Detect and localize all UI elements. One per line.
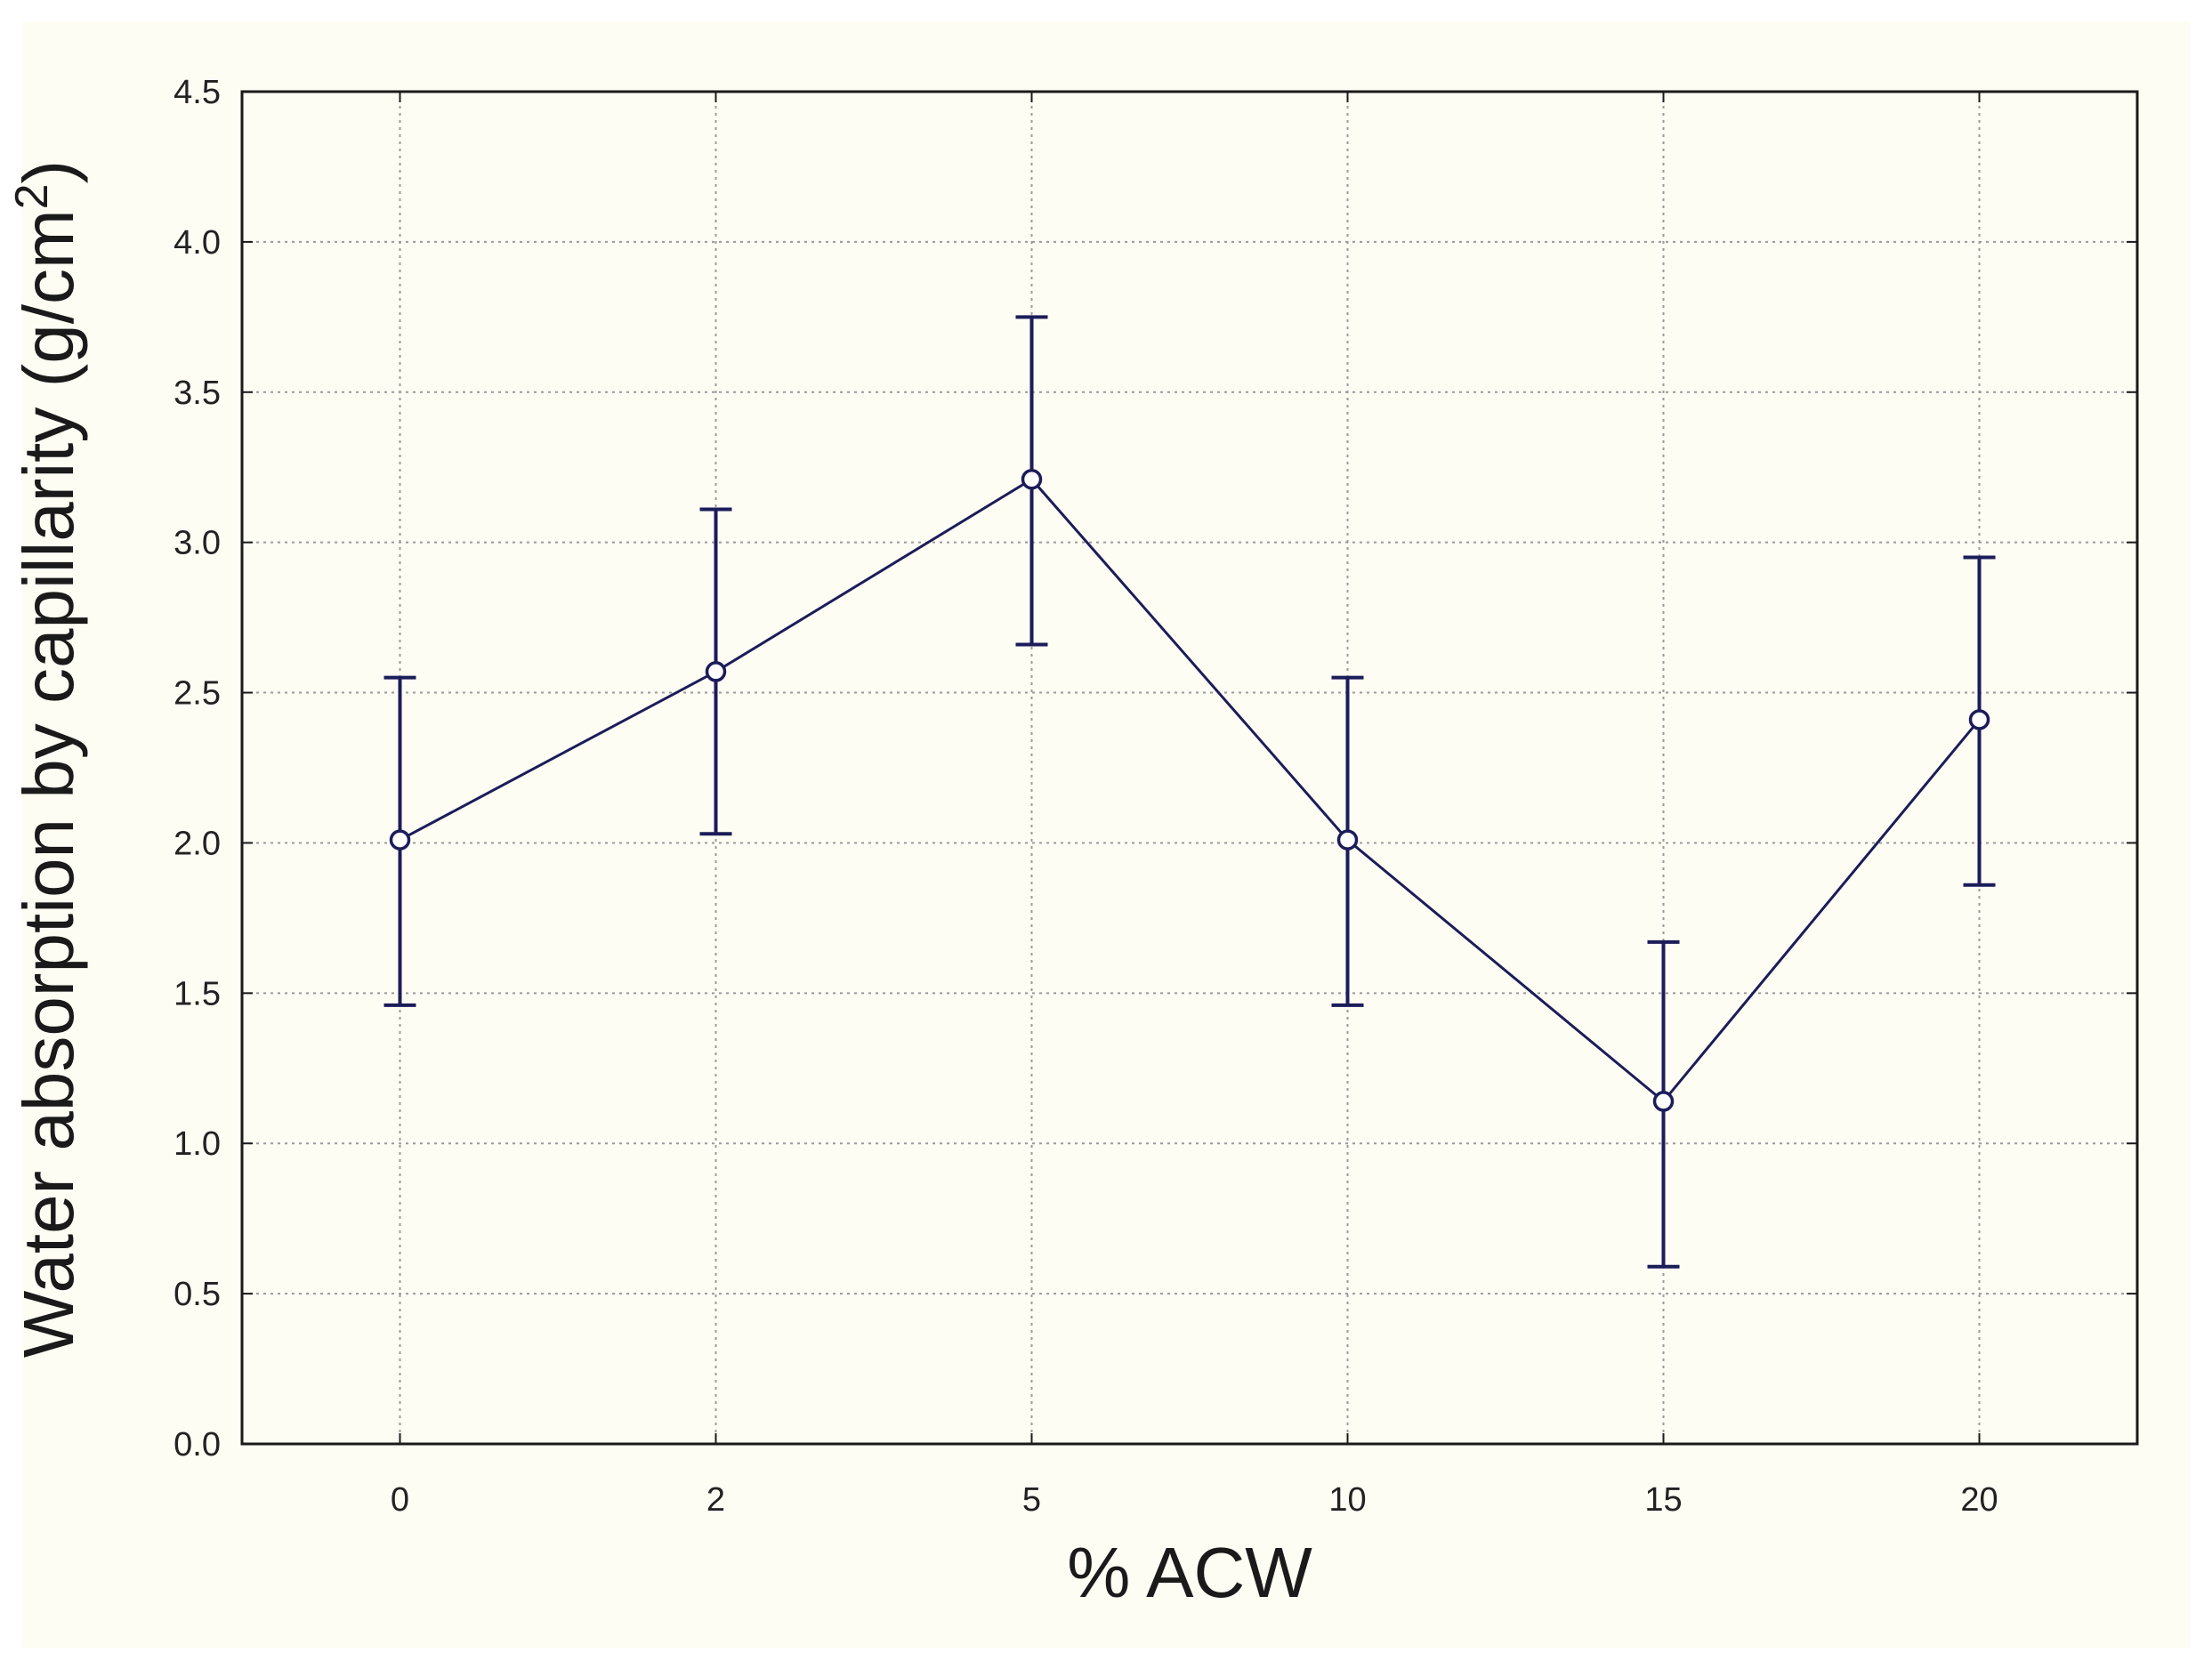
- x-tick-label: 10: [1328, 1481, 1366, 1519]
- data-point-marker: [705, 661, 727, 682]
- y-tick-label: 4.0: [174, 224, 221, 262]
- axis-layer: 0.0 0.5 1.0 1.5 2.0 2.5 3.0 3.5 4.0 4.5 0 2 5 10 15 20: [174, 74, 2137, 1519]
- x-tick-label: 0: [391, 1481, 409, 1519]
- y-tick-label: 3.5: [174, 375, 221, 412]
- data-point-marker: [389, 829, 411, 851]
- chart-panel: [21, 21, 2191, 1648]
- x-tick-label: 20: [1960, 1481, 1998, 1519]
- x-tick-label: 2: [706, 1481, 725, 1519]
- y-axis-title-suffix: ): [9, 160, 88, 184]
- y-tick-label: 1.0: [174, 1125, 221, 1163]
- y-tick-label: 0.0: [174, 1426, 221, 1463]
- data-point-marker: [1021, 468, 1043, 490]
- data-point-marker: [1652, 1091, 1675, 1112]
- series-layer: [383, 315, 1996, 1269]
- series-line: [399, 477, 1981, 1104]
- y-tick-label: 1.5: [174, 975, 221, 1012]
- data-point-marker: [1968, 709, 1990, 730]
- y-axis-title-main: Water absorption by capillarity (g/cm: [9, 209, 88, 1358]
- y-tick-label: 3.0: [174, 525, 221, 562]
- plot-area-frame: [240, 90, 2139, 1446]
- y-tick-label: 0.5: [174, 1276, 221, 1313]
- y-tick-label: 2.5: [174, 675, 221, 713]
- y-tick-label: 2.0: [174, 825, 221, 862]
- data-point-marker: [1336, 829, 1359, 851]
- x-tick-label: 5: [1022, 1481, 1041, 1519]
- y-axis-title-superscript: 2: [6, 183, 58, 209]
- grid-layer: [242, 92, 2137, 1444]
- x-tick-label: 15: [1644, 1481, 1682, 1519]
- y-tick-label: 4.5: [174, 74, 221, 111]
- x-axis-title: % ACW: [1067, 1533, 1312, 1612]
- y-axis-title: Water absorption by capillarity (g/cm2): [6, 160, 88, 1358]
